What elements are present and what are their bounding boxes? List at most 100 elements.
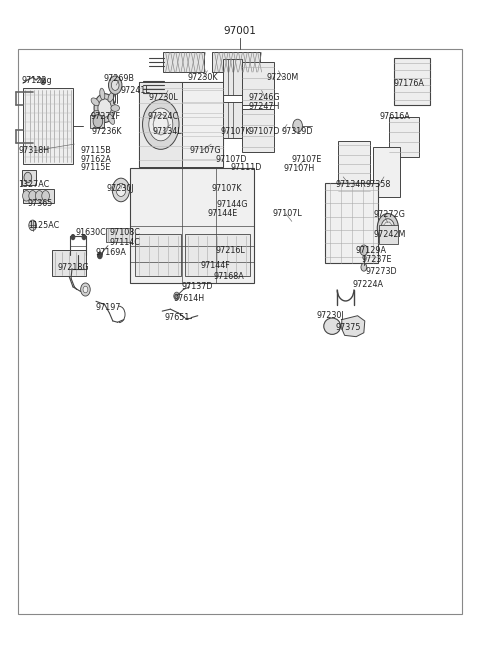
Bar bbox=[163, 52, 204, 72]
Text: 97107K: 97107K bbox=[221, 126, 252, 136]
Text: 97319D: 97319D bbox=[281, 126, 313, 136]
Text: 97651: 97651 bbox=[164, 313, 190, 322]
Bar bbox=[242, 62, 274, 105]
Text: 97247H: 97247H bbox=[249, 102, 280, 111]
Text: 97122g: 97122g bbox=[22, 76, 52, 85]
Bar bbox=[394, 58, 430, 105]
Circle shape bbox=[93, 115, 103, 128]
Ellipse shape bbox=[108, 92, 115, 102]
Bar bbox=[135, 234, 181, 276]
Circle shape bbox=[36, 191, 43, 201]
Bar bbox=[139, 82, 223, 167]
Ellipse shape bbox=[100, 88, 105, 100]
Circle shape bbox=[293, 119, 302, 132]
Text: 97176A: 97176A bbox=[394, 79, 424, 88]
Text: 97168A: 97168A bbox=[214, 272, 244, 281]
Text: 1125AC: 1125AC bbox=[28, 221, 59, 231]
Text: 91630C: 91630C bbox=[76, 228, 107, 237]
Circle shape bbox=[23, 191, 30, 201]
Text: 97144G: 97144G bbox=[217, 200, 249, 209]
Text: 1327AC: 1327AC bbox=[18, 180, 49, 189]
Text: 97001: 97001 bbox=[224, 26, 256, 37]
Text: 97134R: 97134R bbox=[336, 180, 367, 189]
Circle shape bbox=[29, 191, 36, 201]
Bar bbox=[185, 234, 250, 276]
Circle shape bbox=[108, 76, 122, 94]
Text: 97358: 97358 bbox=[366, 180, 391, 189]
Text: 97107K: 97107K bbox=[211, 184, 242, 193]
Circle shape bbox=[116, 183, 126, 196]
Text: 97242M: 97242M bbox=[373, 230, 406, 239]
Text: 97230M: 97230M bbox=[266, 73, 299, 82]
Text: 97107L: 97107L bbox=[273, 209, 302, 218]
Circle shape bbox=[81, 283, 90, 296]
Polygon shape bbox=[342, 316, 365, 337]
Circle shape bbox=[24, 172, 32, 183]
Circle shape bbox=[360, 245, 368, 255]
Bar bbox=[23, 189, 54, 203]
Text: 97216L: 97216L bbox=[215, 246, 245, 255]
Circle shape bbox=[94, 94, 115, 122]
Circle shape bbox=[97, 252, 102, 259]
Ellipse shape bbox=[108, 115, 115, 124]
Text: 97230K: 97230K bbox=[187, 73, 218, 82]
Text: 97115B: 97115B bbox=[81, 146, 111, 155]
Bar bbox=[182, 82, 223, 167]
Text: 97365: 97365 bbox=[28, 198, 53, 208]
Bar bbox=[373, 147, 400, 196]
Text: 97197: 97197 bbox=[95, 303, 120, 312]
Text: 97230J: 97230J bbox=[317, 311, 345, 320]
Text: 97115E: 97115E bbox=[81, 163, 111, 172]
Circle shape bbox=[143, 100, 179, 149]
Text: 97614H: 97614H bbox=[174, 293, 205, 303]
Circle shape bbox=[111, 80, 119, 90]
Circle shape bbox=[41, 78, 46, 84]
Bar bbox=[90, 115, 104, 128]
Text: 97237E: 97237E bbox=[362, 255, 393, 264]
Text: 97375: 97375 bbox=[335, 323, 360, 332]
Text: 97236K: 97236K bbox=[91, 126, 122, 136]
Bar bbox=[139, 82, 182, 167]
Circle shape bbox=[29, 220, 36, 231]
Bar bbox=[130, 168, 254, 283]
Circle shape bbox=[71, 234, 75, 240]
Circle shape bbox=[149, 108, 173, 141]
Text: 97144E: 97144E bbox=[207, 209, 238, 218]
Circle shape bbox=[42, 191, 49, 201]
Text: 97129A: 97129A bbox=[355, 246, 386, 255]
Circle shape bbox=[377, 214, 398, 242]
Text: 97616A: 97616A bbox=[379, 112, 410, 121]
Text: 97137D: 97137D bbox=[181, 282, 213, 291]
Text: 97169A: 97169A bbox=[95, 248, 126, 257]
Text: 97107G: 97107G bbox=[190, 146, 221, 155]
Text: 97107E: 97107E bbox=[292, 155, 322, 164]
Text: 97230J: 97230J bbox=[107, 184, 134, 193]
Text: 97269B: 97269B bbox=[104, 74, 135, 83]
Ellipse shape bbox=[324, 318, 340, 334]
Bar bbox=[242, 109, 274, 152]
Text: 97230L: 97230L bbox=[149, 93, 179, 102]
Text: 97224C: 97224C bbox=[148, 112, 179, 121]
Text: 97241L: 97241L bbox=[121, 86, 151, 95]
Text: 97108C: 97108C bbox=[109, 228, 140, 237]
Text: 97134L: 97134L bbox=[153, 126, 182, 136]
Bar bbox=[338, 141, 370, 196]
Bar bbox=[52, 250, 86, 276]
Circle shape bbox=[112, 178, 130, 202]
Text: 97273D: 97273D bbox=[366, 267, 397, 276]
Ellipse shape bbox=[111, 105, 120, 111]
Text: 97144F: 97144F bbox=[201, 261, 230, 270]
Bar bbox=[23, 88, 73, 164]
Circle shape bbox=[174, 292, 180, 300]
Text: 97271F: 97271F bbox=[90, 112, 120, 121]
Text: 97111D: 97111D bbox=[230, 163, 262, 172]
Circle shape bbox=[83, 286, 88, 293]
Bar bbox=[106, 228, 132, 242]
Bar bbox=[18, 49, 462, 614]
Text: 97162A: 97162A bbox=[81, 155, 111, 164]
Text: 97218G: 97218G bbox=[58, 263, 89, 272]
Text: 97107D: 97107D bbox=[249, 126, 280, 136]
Bar bbox=[379, 225, 398, 244]
Bar bbox=[223, 102, 242, 138]
Text: 97114C: 97114C bbox=[109, 238, 140, 247]
